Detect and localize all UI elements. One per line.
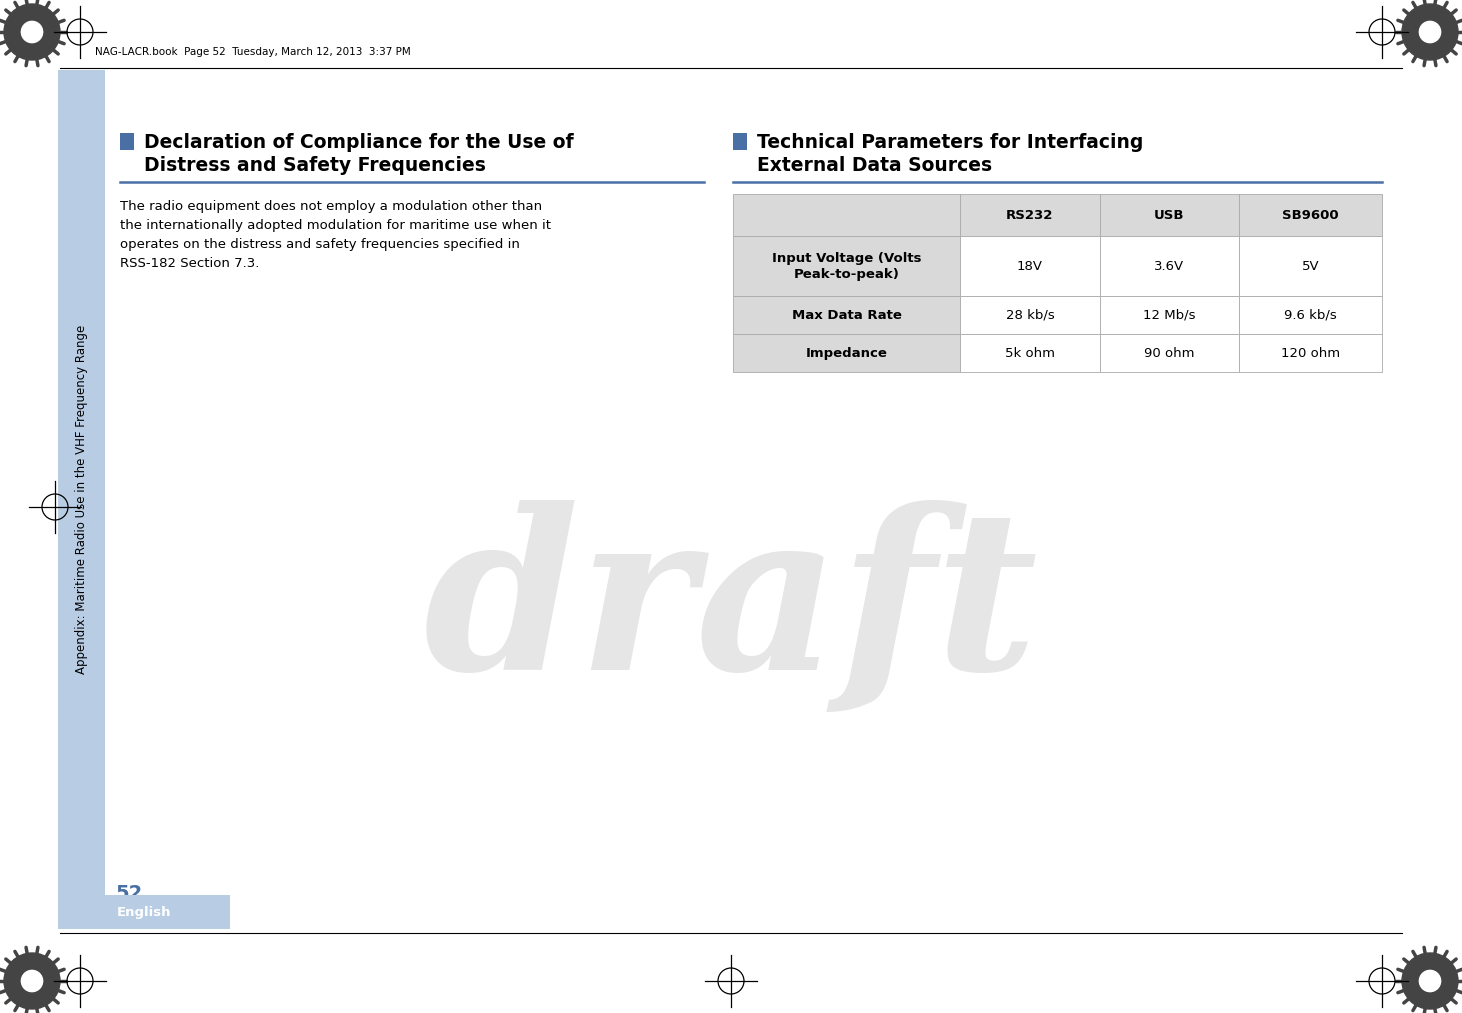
- Circle shape: [22, 21, 42, 43]
- Bar: [732, 236, 961, 296]
- Circle shape: [22, 970, 42, 992]
- Text: SB9600: SB9600: [1282, 209, 1339, 222]
- Text: 120 ohm: 120 ohm: [1281, 346, 1341, 360]
- Text: 52: 52: [115, 884, 142, 903]
- Text: RS232: RS232: [1006, 209, 1054, 222]
- Circle shape: [1420, 21, 1440, 43]
- Bar: [1240, 296, 1382, 334]
- Text: 90 ohm: 90 ohm: [1145, 346, 1194, 360]
- Circle shape: [1402, 4, 1458, 60]
- Bar: [1240, 334, 1382, 372]
- Text: 18V: 18V: [1018, 259, 1042, 272]
- Text: NAG-LACR.book  Page 52  Tuesday, March 12, 2013  3:37 PM: NAG-LACR.book Page 52 Tuesday, March 12,…: [95, 47, 411, 57]
- Circle shape: [1420, 970, 1440, 992]
- Text: USB: USB: [1154, 209, 1184, 222]
- Text: Appendix: Maritime Radio Use in the VHF Frequency Range: Appendix: Maritime Radio Use in the VHF …: [75, 325, 88, 674]
- Bar: [1240, 236, 1382, 296]
- Bar: [58, 895, 230, 929]
- Text: The radio equipment does not employ a modulation other than
the internationally : The radio equipment does not employ a mo…: [120, 200, 551, 270]
- Bar: [120, 133, 135, 150]
- Bar: [961, 296, 1099, 334]
- Bar: [1240, 194, 1382, 236]
- Bar: [58, 70, 105, 929]
- Bar: [732, 133, 747, 150]
- Bar: [732, 334, 961, 372]
- Bar: [961, 194, 1099, 236]
- Bar: [1099, 236, 1240, 296]
- Text: External Data Sources: External Data Sources: [757, 156, 993, 175]
- Bar: [732, 194, 961, 236]
- Text: Impedance: Impedance: [806, 346, 887, 360]
- Text: Input Voltage (Volts
Peak-to-peak): Input Voltage (Volts Peak-to-peak): [772, 251, 921, 281]
- Text: Distress and Safety Frequencies: Distress and Safety Frequencies: [143, 156, 485, 175]
- Circle shape: [4, 953, 60, 1009]
- Text: 5V: 5V: [1301, 259, 1319, 272]
- Text: 9.6 kb/s: 9.6 kb/s: [1284, 309, 1336, 321]
- Bar: [732, 296, 961, 334]
- Bar: [1099, 194, 1240, 236]
- Bar: [1099, 296, 1240, 334]
- Text: Technical Parameters for Interfacing: Technical Parameters for Interfacing: [757, 133, 1143, 152]
- Circle shape: [1402, 953, 1458, 1009]
- Bar: [961, 334, 1099, 372]
- Text: 28 kb/s: 28 kb/s: [1006, 309, 1054, 321]
- Text: Max Data Rate: Max Data Rate: [791, 309, 902, 321]
- Text: draft: draft: [424, 499, 1038, 716]
- Bar: [961, 236, 1099, 296]
- Text: Declaration of Compliance for the Use of: Declaration of Compliance for the Use of: [143, 133, 573, 152]
- Text: 12 Mb/s: 12 Mb/s: [1143, 309, 1196, 321]
- Text: 5k ohm: 5k ohm: [1004, 346, 1056, 360]
- Circle shape: [4, 4, 60, 60]
- Text: English: English: [117, 906, 171, 919]
- Text: 3.6V: 3.6V: [1155, 259, 1184, 272]
- Bar: [1099, 334, 1240, 372]
